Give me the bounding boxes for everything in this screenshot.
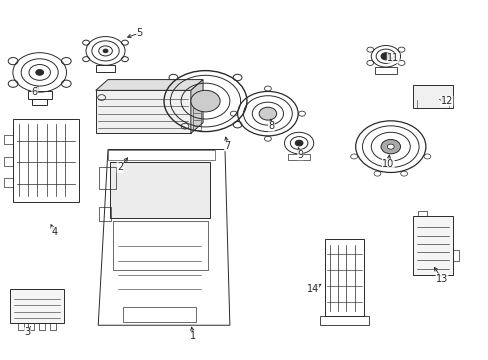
Text: 11: 11 — [386, 53, 399, 63]
Bar — [4, 157, 13, 166]
Bar — [32, 99, 47, 105]
Text: 9: 9 — [297, 150, 303, 160]
Bar — [96, 65, 115, 72]
Text: 1: 1 — [190, 331, 196, 341]
Circle shape — [36, 69, 43, 75]
Text: 5: 5 — [136, 28, 142, 38]
Bar — [4, 178, 13, 187]
Circle shape — [103, 49, 108, 53]
Bar — [325, 239, 363, 316]
Polygon shape — [98, 149, 229, 325]
Text: 4: 4 — [51, 227, 57, 237]
Circle shape — [380, 139, 400, 154]
Bar — [96, 90, 190, 134]
Circle shape — [386, 144, 393, 149]
Bar — [412, 85, 452, 108]
Bar — [192, 108, 201, 130]
Bar — [18, 323, 23, 330]
Text: 2: 2 — [117, 162, 123, 172]
Bar — [99, 167, 116, 189]
Text: 10: 10 — [382, 159, 394, 169]
Bar — [10, 289, 64, 323]
Text: 7: 7 — [224, 141, 230, 151]
Bar — [4, 135, 13, 144]
Circle shape — [295, 140, 303, 146]
Bar — [108, 149, 215, 160]
Text: 3: 3 — [24, 327, 31, 337]
Text: 12: 12 — [440, 96, 452, 106]
Bar — [452, 250, 458, 261]
Bar — [374, 67, 396, 74]
Bar — [320, 316, 368, 325]
Bar — [110, 162, 210, 218]
Circle shape — [259, 107, 276, 120]
Polygon shape — [96, 80, 203, 90]
Bar — [99, 207, 111, 221]
Bar — [27, 91, 52, 99]
Bar — [13, 119, 79, 202]
Bar — [28, 323, 34, 330]
Bar — [39, 323, 45, 330]
Bar — [417, 211, 427, 216]
Bar — [412, 216, 452, 275]
Text: 13: 13 — [435, 274, 447, 284]
Bar — [288, 154, 309, 160]
Bar — [50, 323, 56, 330]
Text: 14: 14 — [306, 284, 318, 294]
Bar — [122, 307, 195, 321]
Polygon shape — [190, 80, 203, 134]
Text: 6: 6 — [32, 87, 38, 97]
Bar — [113, 221, 207, 270]
Text: 8: 8 — [268, 121, 274, 131]
Circle shape — [380, 53, 390, 60]
Circle shape — [190, 90, 220, 112]
